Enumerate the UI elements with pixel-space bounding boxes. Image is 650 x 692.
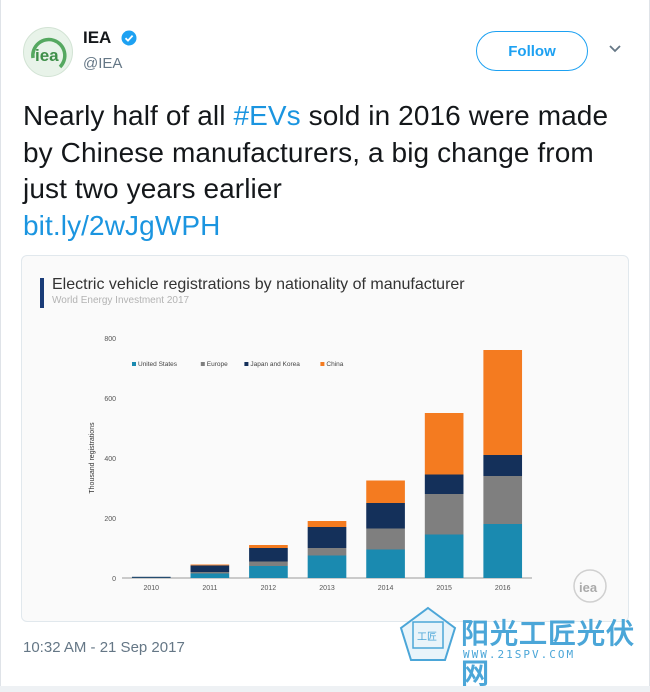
bar-segment [425,535,464,579]
x-tick-label: 2011 [202,585,217,592]
bar-segment [249,562,288,567]
bar-segment [308,548,347,556]
avatar[interactable]: iea [23,27,73,77]
chart-logo: iea [574,570,606,602]
bar-segment [191,565,230,566]
avatar-text: iea [35,46,59,65]
bar-segment [308,556,347,579]
y-tick-label: 200 [104,516,116,523]
x-tick-label: 2014 [378,585,394,592]
x-tick-label: 2015 [436,585,452,592]
tweet-url-link[interactable]: bit.ly/2wJgWPH [23,210,220,241]
verified-badge-icon [121,30,137,46]
x-tick-label: 2010 [143,585,159,592]
bar-segment [366,529,405,550]
bar-segment [132,577,171,578]
y-tick-label: 800 [104,336,116,343]
timestamp[interactable]: 10:32 AM - 21 Sep 2017 [23,639,185,656]
watermark-url: WWW.21SPV.COM [463,648,575,661]
bar-segment [425,475,464,495]
legend-label: United States [138,361,178,368]
bar-segment [366,550,405,579]
handle[interactable]: @IEA [83,55,122,72]
watermark-badge-text: 工匠 [417,631,437,643]
legend-swatch [244,362,248,366]
chart-logo-text: iea [579,580,598,595]
bar-segment [483,350,522,455]
bar-segment [191,572,230,574]
x-tick-label: 2012 [261,585,277,592]
bar-segment [249,545,288,548]
bar-segment [483,455,522,476]
bar-segment [308,527,347,548]
tweet-text: Nearly half of all #EVs sold in 2016 wer… [23,98,623,244]
iea-logo-icon: iea [24,28,74,78]
bar-segment [483,476,522,524]
display-name[interactable]: IEA [83,28,111,48]
bar-segment [191,574,230,579]
bar-segment [308,521,347,527]
y-tick-label: 400 [104,456,116,463]
chart-image[interactable]: Electric vehicle registrations by nation… [21,255,629,622]
bar-segment [249,566,288,578]
bar-segment [191,565,230,572]
follow-button[interactable]: Follow [476,31,588,71]
y-axis-label: Thousand registrations [89,422,96,494]
bar-segment [483,524,522,578]
legend-label: China [326,361,343,368]
hashtag-link[interactable]: #EVs [233,100,300,131]
bar-segment [249,548,288,562]
chevron-down-icon[interactable] [607,43,623,55]
bar-segment [425,494,464,535]
bar-segment [425,413,464,475]
legend-label: Europe [207,361,228,368]
y-tick-label: 600 [104,396,116,403]
legend-swatch [132,362,136,366]
watermark-logo-icon: 工匠 [399,606,457,662]
x-tick-label: 2016 [495,585,511,592]
legend-swatch [320,362,324,366]
bar-segment [366,481,405,504]
x-tick-label: 2013 [319,585,335,592]
tweet-text-part1: Nearly half of all [23,100,233,131]
legend-swatch [201,362,205,366]
y-tick-label: 0 [112,576,116,583]
bar-segment [366,503,405,529]
legend-label: Japan and Korea [250,361,300,368]
stacked-bar-chart: 0 200 400 600 800 Thousand registrations 2010 2… [22,256,628,621]
